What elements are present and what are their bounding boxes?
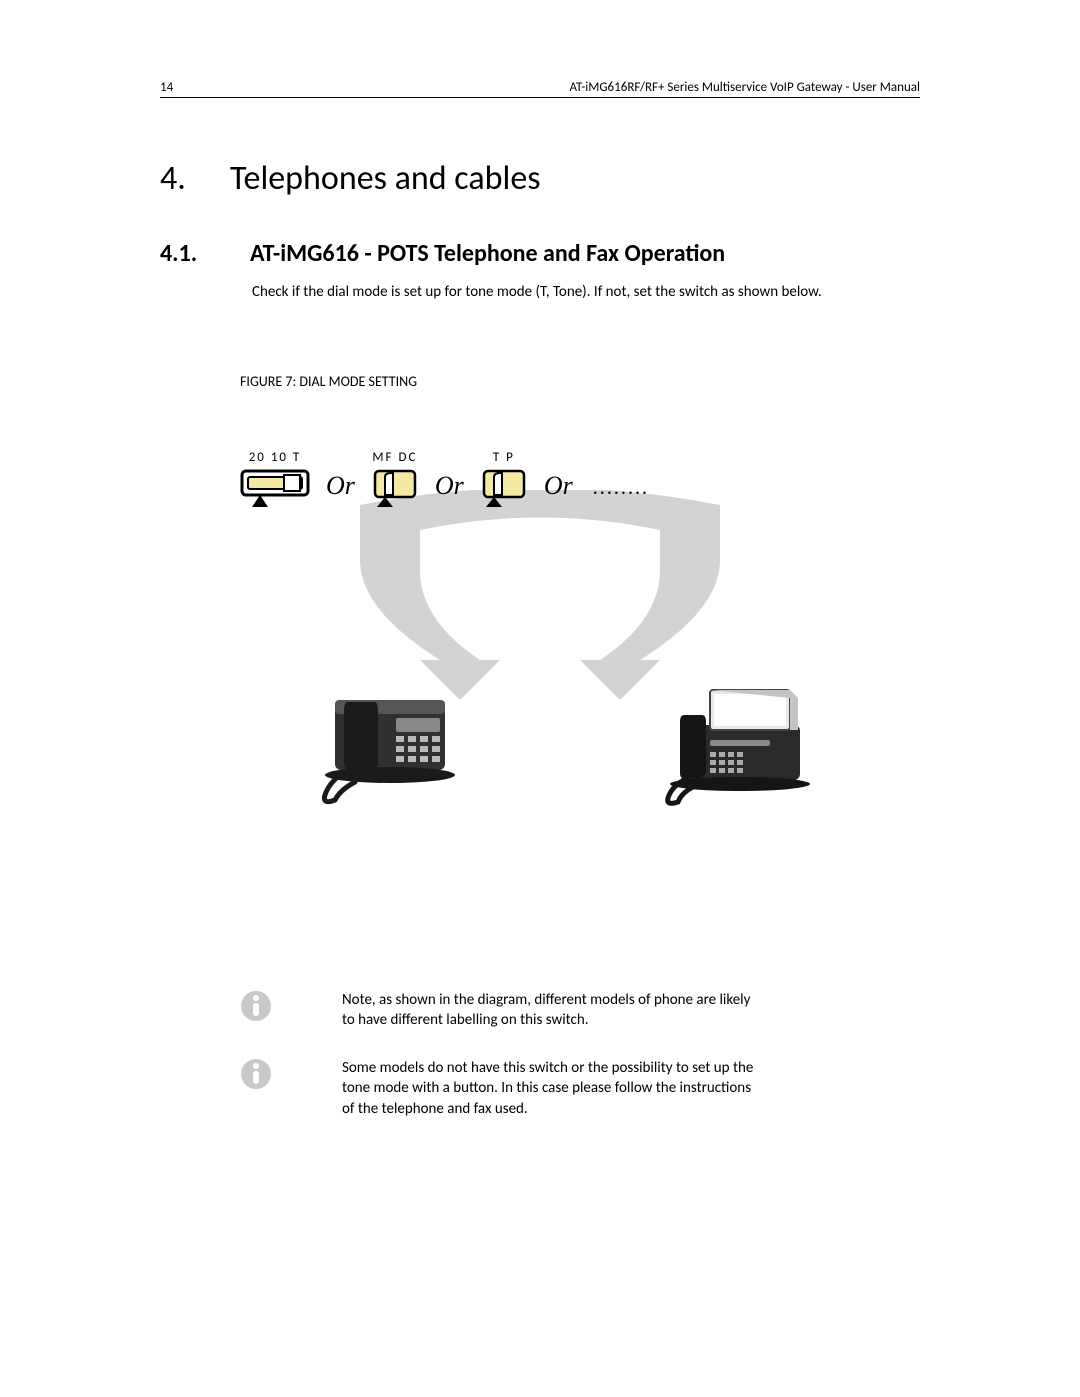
- or-label-3: Or: [544, 471, 573, 501]
- note-text: Note, as shown in the diagram, different…: [342, 990, 762, 1031]
- slider-switch-labels: 20 10 T: [249, 450, 302, 465]
- subsection-number: 4.1.: [160, 239, 250, 268]
- subsection-title-text: AT-iMG616 - POTS Telephone and Fax Opera…: [250, 239, 725, 268]
- section-heading: 4.Telephones and cables: [160, 158, 920, 199]
- subsection-heading: 4.1.AT-iMG616 - POTS Telephone and Fax O…: [160, 239, 920, 268]
- page-header: 14 AT-iMG616RF/RF+ Series Multiservice V…: [160, 80, 920, 98]
- switch-row: 20 10 T Or MF DC Or: [240, 450, 920, 509]
- notes-section: Note, as shown in the diagram, different…: [160, 990, 920, 1119]
- page-number: 14: [160, 80, 173, 95]
- toggle-switch-tp: T P: [480, 450, 528, 509]
- figure-caption: FIGURE 7: DIAL MODE SETTING: [240, 373, 920, 390]
- telephone-icon: [300, 670, 480, 820]
- section-title-text: Telephones and cables: [230, 158, 541, 199]
- figure-area: 20 10 T Or MF DC Or: [240, 450, 920, 870]
- toggle-mfdc-labels: MF DC: [372, 450, 417, 465]
- device-row: [300, 670, 820, 820]
- info-icon: [240, 990, 272, 1022]
- slider-switch-icon: [240, 469, 310, 509]
- toggle-switch-mfdc: MF DC: [371, 450, 419, 509]
- info-icon: [240, 1058, 272, 1090]
- subsection-body: Check if the dial mode is set up for ton…: [252, 283, 920, 303]
- slider-switch: 20 10 T: [240, 450, 310, 509]
- fax-icon: [640, 670, 820, 820]
- toggle-tp-labels: T P: [493, 450, 515, 465]
- note-item: Some models do not have this switch or t…: [160, 1058, 920, 1119]
- or-label-1: Or: [326, 471, 355, 501]
- page: 14 AT-iMG616RF/RF+ Series Multiservice V…: [0, 0, 1080, 1397]
- ellipsis-dots: ........: [593, 476, 649, 500]
- toggle-mfdc-icon: [371, 469, 419, 509]
- or-label-2: Or: [435, 471, 464, 501]
- section-number: 4.: [160, 158, 230, 199]
- toggle-tp-icon: [480, 469, 528, 509]
- manual-title: AT-iMG616RF/RF+ Series Multiservice VoIP…: [569, 80, 920, 95]
- note-item: Note, as shown in the diagram, different…: [160, 990, 920, 1031]
- note-text: Some models do not have this switch or t…: [342, 1058, 762, 1119]
